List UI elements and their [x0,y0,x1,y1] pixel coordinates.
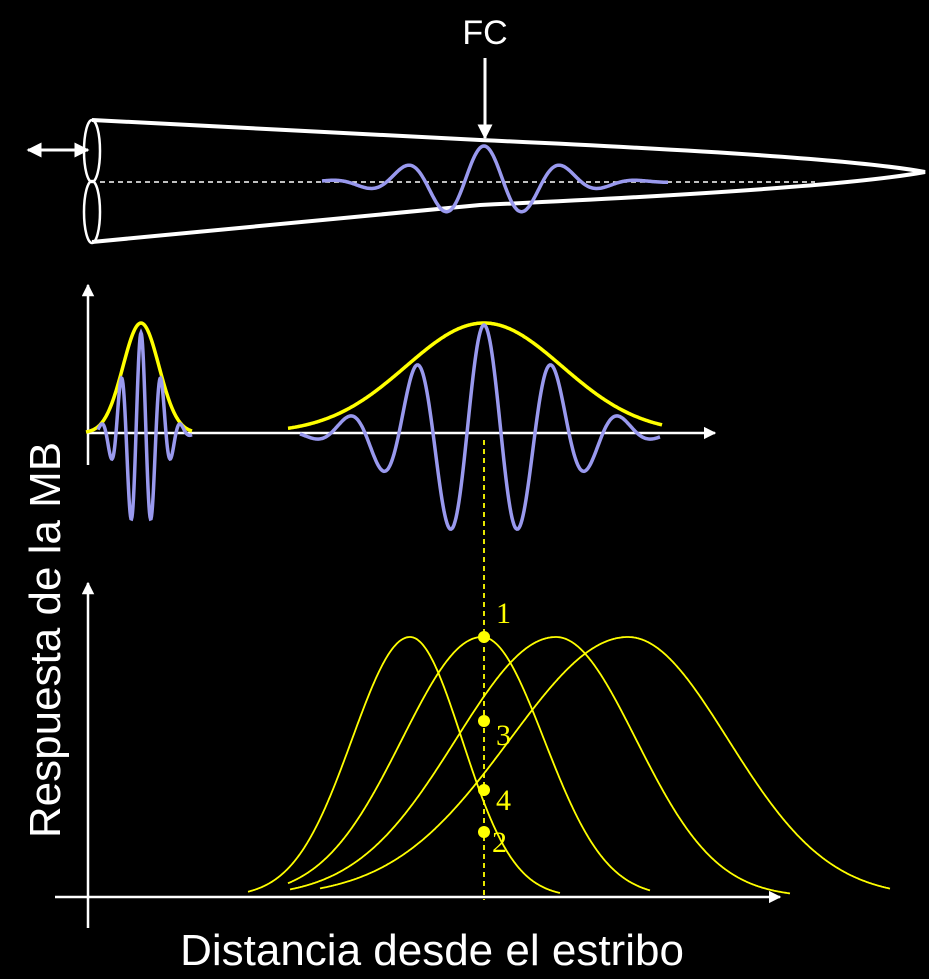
response-point [478,784,490,796]
x-axis-title: Distancia desde el estribo [180,926,684,975]
fc-label: FC [462,14,507,52]
cochlea-panel: FC [26,14,926,245]
point-label: 3 [496,719,511,752]
tuning-curve [319,636,891,890]
tuning-curve [247,636,561,894]
traveling-wave-top [321,144,668,214]
tuning-curve [287,636,651,892]
envelope-high-freq [85,321,193,434]
response-point [478,631,490,643]
cochlea-outline [91,118,926,244]
round-window [82,179,102,245]
response-point [478,715,490,727]
point-label: 2 [492,826,507,859]
y-axis-title: Respuesta de la MB [21,442,70,838]
response-point [478,826,490,838]
point-label: 1 [496,597,511,630]
point-label: 4 [496,784,511,817]
tuning-curve [289,636,791,895]
wave-fc [299,323,661,532]
wave-high-freq [96,328,193,522]
tuning-curves-panel: 1 3 4 2 [55,581,891,928]
membrane-response-panel [81,283,717,532]
envelope-fc [287,321,663,431]
